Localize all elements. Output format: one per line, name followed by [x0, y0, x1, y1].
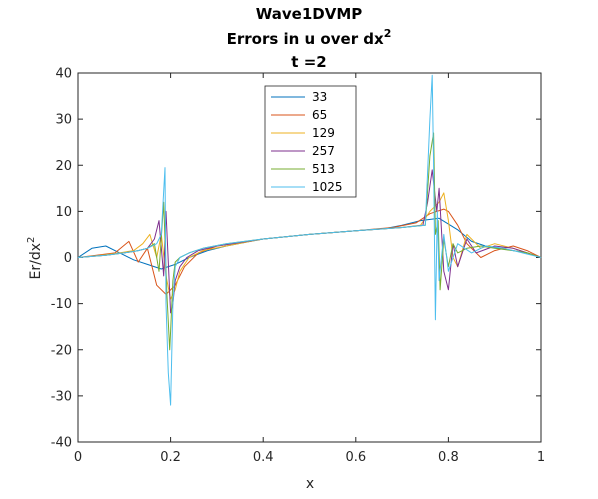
y-tick-label: -20 [51, 343, 72, 358]
legend-label-33: 33 [312, 90, 327, 104]
chart-title-line-3: t =2 [291, 53, 326, 71]
legend: 33 65 129 257 513 1025 [264, 85, 357, 198]
y-tick-label: 40 [55, 67, 72, 82]
legend-label-129: 129 [312, 126, 335, 140]
x-axis: 0 0.2 0.4 0.6 0.8 1 [74, 73, 545, 465]
series-lines [77, 74, 542, 406]
legend-label-65: 65 [312, 108, 327, 122]
legend-label-257: 257 [312, 144, 335, 158]
chart-title-superscript: 2 [384, 27, 392, 40]
y-tick-label: 10 [55, 205, 72, 220]
y-axis: -40 -30 -20 -10 0 10 20 30 40 [51, 67, 541, 451]
chart-title-line-1: Wave1DVMP [256, 5, 363, 23]
x-axis-label: x [306, 476, 314, 492]
x-tick-label: 0.8 [438, 450, 459, 465]
y-tick-label: 20 [55, 159, 72, 174]
chart-title-line-2-text: Errors in u over dx [227, 30, 384, 48]
y-tick-label: -10 [51, 297, 72, 312]
legend-label-513: 513 [312, 162, 335, 176]
y-tick-label: 30 [55, 113, 72, 128]
y-tick-label: -40 [51, 436, 72, 451]
y-axis-label-superscript: 2 [26, 237, 37, 243]
chart-title-line-2: Errors in u over dx2 [227, 27, 392, 48]
legend-box [264, 85, 357, 198]
x-tick-label: 0.2 [160, 450, 181, 465]
x-tick-label: 0 [74, 450, 82, 465]
x-tick-label: 1 [537, 450, 545, 465]
legend-label-1025: 1025 [312, 180, 343, 194]
y-tick-label: 0 [64, 251, 72, 266]
y-axis-label-text: Er/dx [28, 243, 44, 280]
series-line-1025 [77, 74, 542, 406]
y-tick-label: -30 [51, 389, 72, 404]
y-axis-label: Er/dx2 [26, 237, 44, 280]
x-tick-label: 0.4 [253, 450, 274, 465]
x-tick-label: 0.6 [345, 450, 366, 465]
